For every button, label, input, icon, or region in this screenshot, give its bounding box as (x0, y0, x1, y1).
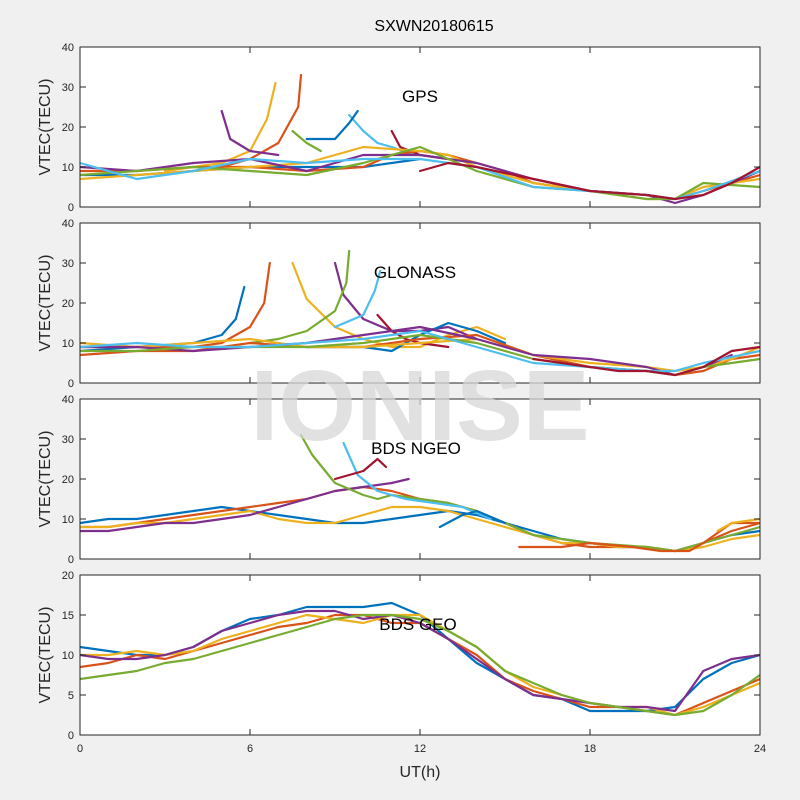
series-group (80, 433, 760, 553)
series-line-6 (342, 441, 492, 521)
series-line-14 (418, 161, 760, 201)
series-group (80, 73, 760, 205)
y-tick-label: 15 (62, 610, 74, 622)
y-tick-label: 40 (62, 394, 74, 406)
panel-label: BDS GEO (379, 615, 456, 634)
series-line-8 (438, 509, 507, 529)
panel-label: GLONASS (374, 263, 456, 282)
series-line-9 (80, 333, 760, 377)
x-tick-label: 12 (414, 743, 426, 755)
series-line-3 (291, 261, 507, 349)
y-tick-label: 30 (62, 82, 74, 94)
y-tick-label: 10 (62, 338, 74, 350)
y-tick-label: 20 (62, 474, 74, 486)
series-line-9 (518, 521, 760, 553)
y-tick-label: 20 (62, 570, 74, 582)
series-line-5 (80, 613, 760, 717)
y-tick-label: 20 (62, 298, 74, 310)
y-axis-label: VTEC(TECU) (37, 79, 54, 176)
series-group (80, 249, 760, 377)
plot-area (80, 47, 760, 207)
y-tick-label: 0 (68, 730, 74, 742)
y-tick-label: 40 (62, 218, 74, 230)
y-tick-label: 30 (62, 258, 74, 270)
y-tick-label: 10 (62, 514, 74, 526)
x-tick-label: 24 (754, 743, 766, 755)
x-tick-label: 0 (77, 743, 83, 755)
series-line-13 (80, 329, 760, 373)
y-tick-label: 0 (68, 202, 74, 214)
y-axis-label: VTEC(TECU) (37, 607, 54, 704)
plot-area (80, 575, 760, 735)
series-line-7 (333, 457, 388, 481)
chart-panel-4: 0 6 12 18 24 0 5 10 15 20 VTEC(TECU) BDS GEO (37, 570, 766, 755)
y-tick-label: 10 (62, 650, 74, 662)
series-line-6 (333, 269, 382, 329)
panels: 0 10 20 30 40 VTEC(TECU) GPS 0 10 20 30 40 VTEC(TECU… (37, 42, 766, 755)
y-tick-label: 0 (68, 554, 74, 566)
chart-panel-3: 0 10 20 30 40 VTEC(TECU) BDS NGEO (37, 394, 761, 566)
chart-panel-2: 0 10 20 30 40 VTEC(TECU) GLONASS (37, 218, 761, 390)
y-tick-label: 30 (62, 434, 74, 446)
series-line-7 (376, 313, 450, 349)
series-line-8 (305, 109, 359, 141)
series-line-5 (291, 129, 322, 153)
plot-area (80, 223, 760, 383)
series-line-4 (220, 109, 280, 157)
chart-panel-1: 0 10 20 30 40 VTEC(TECU) GPS (37, 42, 761, 214)
series-line-10 (716, 517, 760, 533)
panel-label: GPS (402, 87, 438, 106)
x-axis-label: UT(h) (400, 764, 441, 781)
y-tick-label: 5 (68, 690, 74, 702)
x-tick-label: 6 (247, 743, 253, 755)
y-axis-label: VTEC(TECU) (37, 431, 54, 528)
y-axis-label: VTEC(TECU) (37, 255, 54, 352)
series-line-4 (80, 609, 760, 713)
series-line-14 (532, 345, 760, 377)
figure-title: SXWN20180615 (374, 18, 493, 35)
plot-area (80, 399, 760, 559)
x-tick-label: 18 (584, 743, 596, 755)
y-tick-label: 20 (62, 122, 74, 134)
y-tick-label: 0 (68, 378, 74, 390)
panel-label: BDS NGEO (371, 439, 461, 458)
series-line-4 (80, 477, 410, 533)
watermark: IONISE (251, 350, 590, 462)
series-line-5 (248, 249, 351, 345)
y-tick-label: 40 (62, 42, 74, 54)
y-tick-label: 10 (62, 162, 74, 174)
series-group (80, 601, 760, 717)
